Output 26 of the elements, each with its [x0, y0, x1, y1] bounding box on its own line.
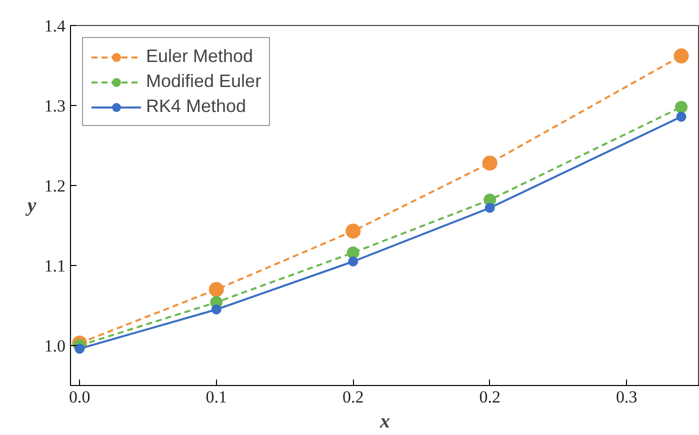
y-tick-label: 1.4 [44, 16, 66, 36]
y-tick-label: 1.1 [44, 256, 66, 276]
x-tick-label: 0.1 [206, 388, 227, 406]
point [676, 112, 686, 122]
point [484, 202, 495, 213]
legend-label: Euler Method [146, 46, 254, 67]
point [675, 100, 688, 114]
y-tick-label: 1.3 [44, 96, 66, 116]
point [674, 48, 689, 64]
x-tick-label: 0.2 [342, 388, 364, 406]
x-tick-label: 0.3 [616, 388, 638, 406]
y-tick-label: 1.2 [44, 176, 66, 196]
point [346, 246, 360, 259]
x-tick-label: 0.0 [68, 388, 90, 406]
legend-label: Modified Euler [146, 71, 262, 92]
point [482, 156, 498, 171]
point [348, 256, 358, 266]
point [211, 304, 222, 314]
point [208, 282, 224, 297]
x-axis-title: x [379, 410, 390, 432]
y-tick-label: 1.0 [44, 336, 66, 356]
x-tick-label: 0.2 [479, 388, 500, 406]
y-axis-title: y [25, 194, 36, 216]
legend-label: RK4 Method [146, 96, 246, 117]
point [74, 344, 85, 354]
point [346, 224, 361, 239]
